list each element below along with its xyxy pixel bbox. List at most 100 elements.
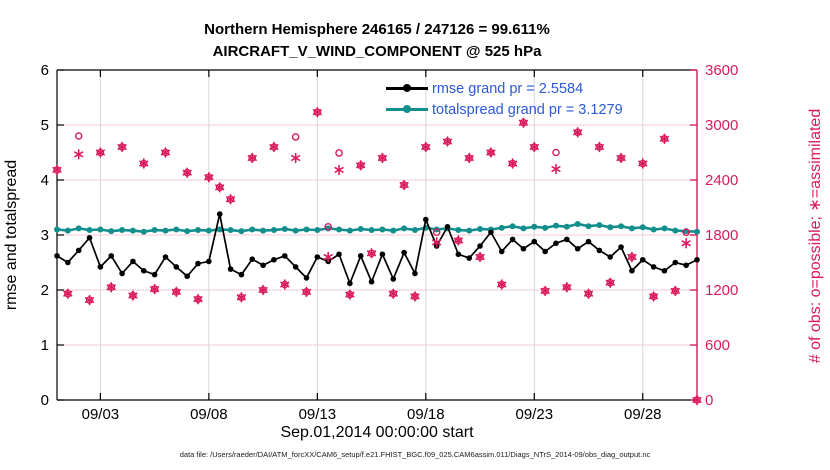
obs-assimilated-star xyxy=(453,237,463,244)
obs-assimilated-star xyxy=(399,182,409,189)
obs-assimilated-star xyxy=(225,196,236,203)
legend-label-totalspread: totalspread grand pr = 3.1279 xyxy=(432,101,623,118)
totalspread-marker xyxy=(574,221,581,227)
totalspread-marker xyxy=(401,225,408,232)
chart-title-line1: Northern Hemisphere 246165 / 247126 = 99… xyxy=(204,21,550,38)
obs-assimilated-star xyxy=(540,287,550,294)
right-tick-label: 2400 xyxy=(705,172,738,189)
chart-title-line2: AIRCRAFT_V_WIND_COMPONENT @ 525 hPa xyxy=(212,43,542,60)
totalspread-marker xyxy=(390,227,397,234)
totalspread-marker xyxy=(314,227,321,234)
obs-possible-circle xyxy=(74,132,83,140)
totalspread-marker xyxy=(346,227,353,234)
rmse-marker xyxy=(553,240,559,247)
rmse-marker xyxy=(629,267,635,274)
left-tick-label: 3 xyxy=(41,227,49,244)
obs-assimilated-star xyxy=(410,293,420,300)
totalspread-marker xyxy=(661,225,668,232)
totalspread-marker xyxy=(260,227,267,234)
totalspread-marker xyxy=(173,226,180,233)
obs-assimilated-star xyxy=(117,144,127,150)
rmse-marker xyxy=(639,256,646,263)
rmse-marker xyxy=(444,223,451,230)
totalspread-marker xyxy=(628,225,635,232)
rmse-marker xyxy=(542,248,548,255)
x-tick-label: 09/08 xyxy=(190,406,228,423)
rmse-marker xyxy=(314,254,321,260)
totalspread-marker xyxy=(151,227,158,234)
totalspread-marker xyxy=(531,223,538,230)
rmse-marker xyxy=(195,260,201,267)
rmse-marker xyxy=(466,255,473,261)
obs-assimilated-star xyxy=(204,174,214,181)
totalspread-marker xyxy=(54,226,60,233)
rmse-marker xyxy=(86,234,93,241)
obs-assimilated-star xyxy=(193,296,203,303)
totalspread-marker xyxy=(368,227,375,234)
totalspread-marker xyxy=(119,227,126,234)
obs-assimilated-star xyxy=(106,284,116,291)
totalspread-marker xyxy=(542,224,549,231)
rmse-marker xyxy=(151,271,158,278)
totalspread-marker xyxy=(607,224,614,231)
right-axis-label: # of obs: o=possible; ∗=assimilated xyxy=(807,108,824,364)
rmse-marker xyxy=(455,251,462,258)
rmse-marker xyxy=(368,278,375,285)
obs-possible-circle xyxy=(432,228,441,237)
obs-assimilated-star xyxy=(388,290,398,297)
x-tick-label: 09/23 xyxy=(516,406,554,423)
totalspread-marker xyxy=(281,225,288,232)
x-tick-label: 09/13 xyxy=(299,406,337,423)
obs-assimilated-star xyxy=(648,293,659,300)
totalspread-marker xyxy=(75,225,82,232)
right-tick-label: 1800 xyxy=(705,227,738,244)
rmse-marker xyxy=(130,258,136,265)
totalspread-marker xyxy=(249,226,256,233)
obs-assimilated-star xyxy=(432,239,442,246)
obs-assimilated-star xyxy=(442,138,453,145)
totalspread-marker xyxy=(270,227,277,234)
rmse-marker xyxy=(75,247,82,254)
left-axis-label: rmse and totalspread xyxy=(3,159,20,311)
rmse-marker xyxy=(260,262,266,269)
obs-possible-circle xyxy=(324,222,332,231)
totalspread-marker xyxy=(379,226,386,233)
obs-assimilated-star xyxy=(291,155,301,161)
obs-assimilated-star xyxy=(670,287,680,294)
rmse-marker xyxy=(140,267,147,274)
obs-assimilated-star xyxy=(518,119,529,126)
totalspread-marker xyxy=(466,227,473,234)
right-tick-label: 3600 xyxy=(705,62,738,79)
right-tick-label: 1200 xyxy=(705,282,738,299)
rmse-marker xyxy=(336,251,342,258)
totalspread-marker xyxy=(97,226,104,233)
obs-assimilated-star xyxy=(659,135,670,142)
obs-assimilated-star xyxy=(128,292,138,299)
rmse-marker xyxy=(401,249,407,256)
totalspread-marker xyxy=(292,227,299,234)
left-tick-label: 4 xyxy=(41,172,49,189)
rmse-marker xyxy=(531,238,538,245)
obs-assimilated-star xyxy=(486,149,496,156)
rmse-marker xyxy=(585,238,592,245)
x-axis-label: Sep.01,2014 00:00:00 start xyxy=(280,424,474,441)
x-tick-label: 09/28 xyxy=(624,406,662,423)
left-tick-label: 1 xyxy=(41,337,49,354)
obs-possible-circle xyxy=(335,149,343,157)
rmse-marker xyxy=(390,276,397,282)
totalspread-marker xyxy=(303,226,310,233)
rmse-marker xyxy=(108,253,115,259)
totalspread-marker xyxy=(216,226,223,233)
obs-possible-circle xyxy=(682,228,690,237)
left-tick-label: 5 xyxy=(41,117,49,134)
obs-assimilated-star xyxy=(573,129,583,136)
totalspread-marker xyxy=(184,228,191,235)
rmse-marker xyxy=(97,264,104,270)
obs-assimilated-star xyxy=(627,254,637,261)
totalspread-marker xyxy=(129,227,136,234)
rmse-marker xyxy=(65,259,71,266)
obs-assimilated-star xyxy=(182,169,192,176)
rmse-marker xyxy=(119,270,125,277)
left-tick-label: 2 xyxy=(41,282,49,299)
x-tick-label: 09/18 xyxy=(407,406,445,423)
